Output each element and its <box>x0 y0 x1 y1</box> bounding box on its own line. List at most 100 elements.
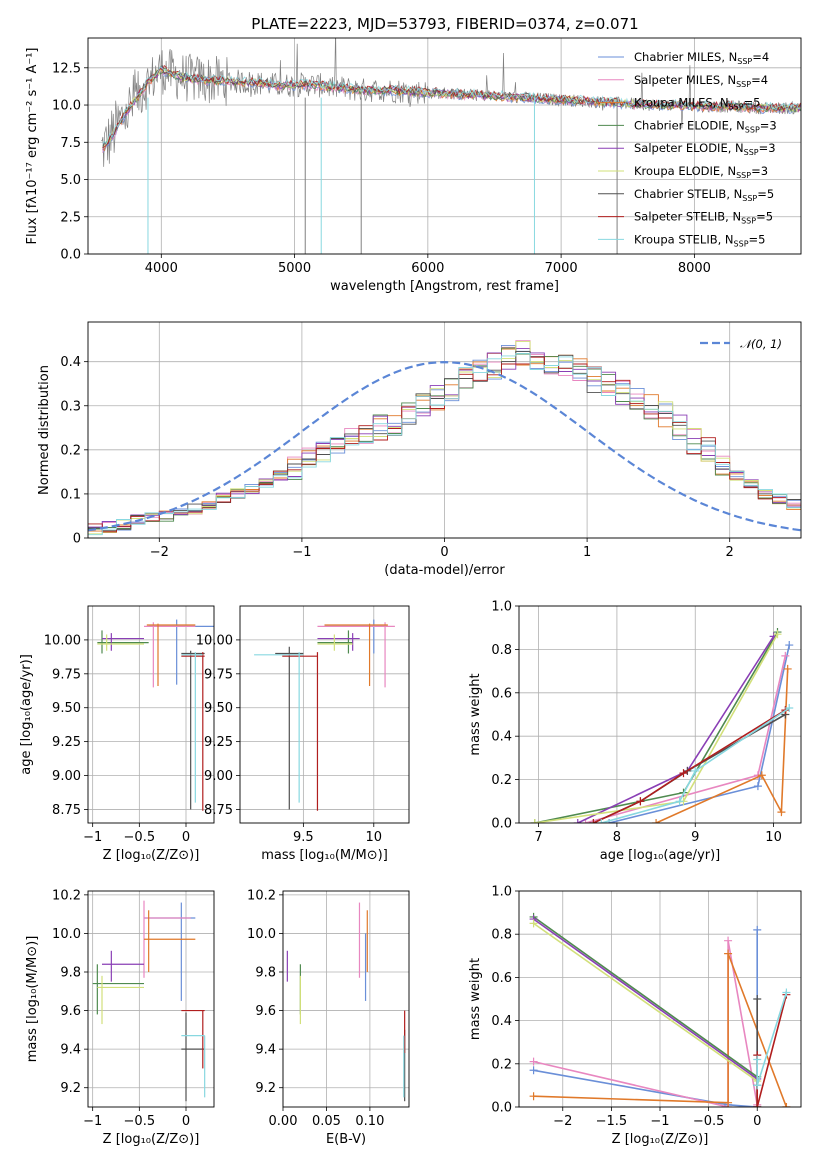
y-tick-label: 9.50 <box>52 701 81 716</box>
y-tick-label: 9.25 <box>52 735 81 750</box>
weight-marker <box>724 1098 733 1107</box>
x-tick-label: 2 <box>726 545 734 560</box>
legend-entry-sub: SSP <box>736 171 751 180</box>
weight-series-8 <box>593 709 786 823</box>
legend-entry-main: Chabrier MILES, N <box>634 50 737 64</box>
x-axis-label: Z [log₁₀(Z/Z⊙)] <box>103 1132 200 1147</box>
y-tick-label: 2.5 <box>60 210 81 225</box>
x-axis-label: Z [log₁₀(Z/Z⊙)] <box>612 1132 709 1147</box>
weight-marker <box>753 1103 762 1107</box>
x-tick-label: 0 <box>182 830 190 845</box>
weight-marker <box>753 995 762 1003</box>
figure-title: PLATE=2223, MJD=53793, FIBERID=0374, z=0… <box>251 15 638 33</box>
y-tick-label: 0.8 <box>491 643 512 658</box>
x-axis-label: E(B-V) <box>326 1132 366 1147</box>
weight-marker <box>529 1066 538 1075</box>
legend-entry-2: Salpeter MILES, NSSP=4 <box>634 73 768 89</box>
legend-entry-sub: SSP <box>736 80 751 89</box>
legend-entry-tail: =5 <box>744 96 761 110</box>
weight-marker <box>782 1103 791 1107</box>
model-spectrum-line-9 <box>102 65 801 145</box>
axes-frame <box>87 37 802 255</box>
y-tick-label: 10.00 <box>44 633 81 648</box>
x-axis-label: mass [log₁₀(M/M⊙)] <box>261 848 388 863</box>
axes-frame <box>518 605 802 824</box>
weight-series-8 <box>756 994 788 1107</box>
y-tick-label: 0.6 <box>491 686 512 701</box>
legend-entry-sub: SSP <box>729 103 744 112</box>
axes-layer: −2 −1 0 1 2 0 0.1 0.2 0.3 0.4 (data-model)/error No… <box>37 321 802 578</box>
legend-entry-tail: =4 <box>751 73 768 87</box>
legend-entry-sub: SSP <box>737 57 752 66</box>
axes-layer: 0.00 0.05 0.10 9.2 9.4 9.6 9.8 10.0 10.2 E(B-V) <box>247 888 410 1147</box>
weight-series-1 <box>608 644 791 823</box>
mass-vs-ebv-panel: 0.00 0.05 0.10 9.2 9.4 9.6 9.8 10.0 10.2 E(B-V) <box>247 888 410 1147</box>
legend-entry-sub: SSP <box>745 125 760 134</box>
weight-series-6 <box>533 922 758 1107</box>
y-axis-label: Normed distribution <box>37 365 52 495</box>
plot-layer <box>529 912 791 1107</box>
x-tick-label: 0.10 <box>355 1114 384 1129</box>
y-axis-label: Flux [fλ10⁻¹⁷ erg cm⁻² s⁻¹ A⁻¹] <box>25 48 40 245</box>
y-tick-label: 10.0 <box>247 927 276 942</box>
plot-layer <box>92 900 206 1102</box>
weight-marker <box>782 988 791 997</box>
model-spectrum-line-8 <box>102 64 801 149</box>
y-axis-label: mass [log₁₀(M/M⊙)] <box>25 936 40 1063</box>
axes-layer: 9.5 10 8.75 9.00 9.25 9.50 9.75 10.00 mass [log₁… <box>196 605 410 863</box>
axes-frame <box>239 605 410 824</box>
axes-frame <box>87 605 215 824</box>
legend-entry-main: Kroupa STELIB, N <box>634 232 734 246</box>
weight-marker <box>773 630 782 639</box>
x-tick-label: 10 <box>765 830 782 845</box>
y-tick-label: 0.0 <box>491 1101 512 1116</box>
weight-marker <box>589 819 598 823</box>
x-tick-label: 1 <box>583 545 591 560</box>
y-tick-label: 5.0 <box>60 173 81 188</box>
y-tick-label: 7.5 <box>60 136 81 151</box>
grid-layer <box>88 322 801 539</box>
histogram-step-7 <box>88 351 801 532</box>
weight-marker <box>529 1092 538 1101</box>
y-tick-label: 8.75 <box>204 803 233 818</box>
legend-entry-8: Salpeter STELIB, NSSP=5 <box>634 210 773 226</box>
legend-entry-gaussian: 𝒩(0, 1) <box>740 337 782 351</box>
x-tick-label: 10 <box>366 830 383 845</box>
weight-marker <box>724 949 733 958</box>
x-tick-label: 0 <box>182 1114 190 1129</box>
y-tick-label: 10.00 <box>196 633 233 648</box>
y-tick-label: 0 <box>73 532 81 547</box>
legend-entry-main: Kroupa MILES, N <box>634 96 729 110</box>
x-tick-label: −1 <box>292 545 311 560</box>
y-tick-label: 0.2 <box>491 1057 512 1072</box>
weight-marker <box>691 766 700 775</box>
weight-marker <box>753 1055 762 1064</box>
residual-histogram-panel: −2 −1 0 1 2 0 0.1 0.2 0.3 0.4 (data-model)/error No… <box>37 321 802 578</box>
age-vs-mass-panel: 9.5 10 8.75 9.00 9.25 9.50 9.75 10.00 mass [log₁… <box>196 605 410 863</box>
x-tick-label: 6000 <box>411 261 444 276</box>
plot-layer <box>101 38 801 254</box>
y-tick-label: 0.2 <box>60 443 81 458</box>
legend-entry-main: Chabrier STELIB, N <box>634 187 742 201</box>
plot-layer <box>254 619 395 811</box>
massweight-vs-metallicity-panel: −2 −1.5 −1 −0.5 0 0.0 0.2 0.4 0.6 0.8 1.0 Z [log₁₀(… <box>468 885 802 1147</box>
legend-entry-5: Salpeter ELODIE, NSSP=3 <box>634 141 776 157</box>
x-axis-label: (data-model)/error <box>384 563 505 578</box>
weight-marker <box>753 782 762 791</box>
legend-entry-6: Kroupa ELODIE, NSSP=3 <box>634 164 768 180</box>
weight-marker <box>529 919 538 928</box>
weight-marker <box>636 797 645 806</box>
y-tick-label: 0.4 <box>491 1014 512 1029</box>
y-tick-label: 9.75 <box>52 667 81 682</box>
axes-layer: 4000 5000 6000 7000 8000 0.0 2.5 5.0 7.5 10.0 12.5… <box>25 37 802 294</box>
x-tick-label: 7000 <box>545 261 578 276</box>
weight-marker <box>785 703 794 712</box>
y-tick-label: 0.0 <box>491 817 512 832</box>
massweight-vs-age-panel: 7 8 9 10 0.0 0.2 0.4 0.6 0.8 1.0 age [log₁₀(age/yr… <box>468 600 802 863</box>
mass-vs-metallicity-panel: −1 −0.5 0 9.2 9.4 9.6 9.8 10.0 10.2 Z [log₁₀(Z/Z⊙… <box>25 888 215 1147</box>
x-tick-label: −1.5 <box>596 1114 628 1129</box>
legend-entry-7: Chabrier STELIB, NSSP=5 <box>634 187 774 203</box>
weight-series-4 <box>533 916 758 1107</box>
